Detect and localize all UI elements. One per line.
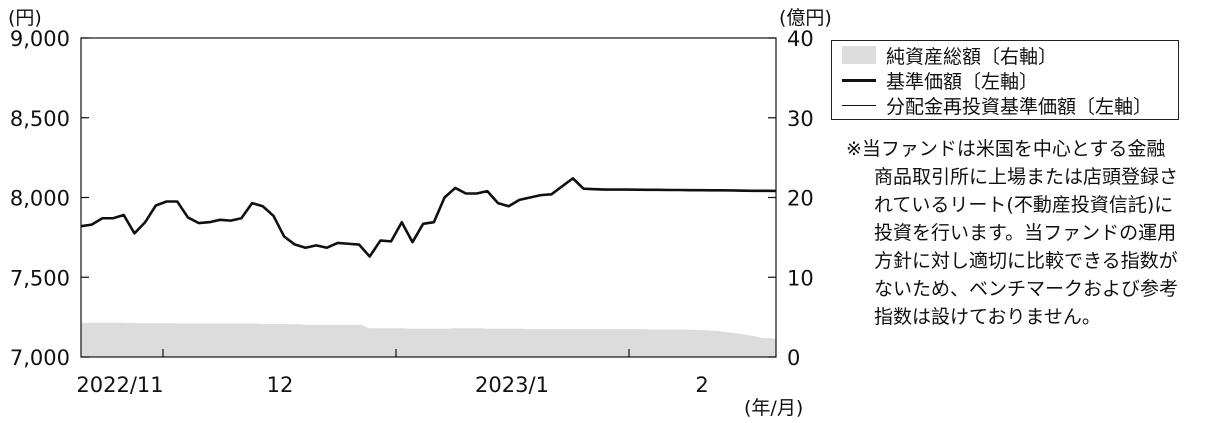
- y-right-tick-label: 10: [787, 266, 814, 290]
- legend-swatch-area: [842, 46, 876, 64]
- legend-item-nav: 基準価額〔左軸〕: [832, 68, 1039, 93]
- x-tick-label: 2022/11: [76, 373, 163, 397]
- legend-swatch-thin-line: [842, 104, 876, 106]
- y-left-tick-label: 7,500: [10, 266, 70, 290]
- legend-label-net-assets: 純資産総額〔右軸〕: [886, 45, 1058, 68]
- footnote-line: ないため、ベンチマークおよび参考: [874, 278, 1179, 300]
- x-tick-label: 2023/1: [475, 373, 549, 397]
- x-tick-label: 2: [695, 373, 708, 397]
- y-left-tick-label: 8,500: [10, 107, 70, 131]
- legend-label-nav: 基準価額〔左軸〕: [886, 70, 1039, 93]
- footnote-line: 投資を行います。当ファンドの運用: [874, 222, 1177, 244]
- legend-item-reinvested-nav: 分配金再投資基準価額〔左軸〕: [832, 93, 1153, 118]
- series-net-assets-area: [81, 322, 776, 357]
- y-left-tick-label: 8,000: [10, 187, 70, 211]
- y-left-unit-label: (円): [8, 7, 42, 29]
- y-left-tick-label: 9,000: [10, 27, 70, 51]
- legend-swatch-thick-line: [842, 78, 876, 82]
- label-layer: 9,000 8,500 8,000 7,500 7,000 40 30 20 10 0 2022/1…: [8, 7, 832, 419]
- plot-frame: [80, 37, 777, 358]
- y-left-tick-label: 7,000: [10, 346, 70, 370]
- series-reinvested-nav-line: [80, 177, 777, 258]
- x-tick-label: 12: [267, 373, 294, 397]
- legend-item-net-assets: 純資産総額〔右軸〕: [832, 43, 1058, 68]
- line-layer: [80, 177, 777, 258]
- y-right-unit-label: (億円): [779, 7, 832, 29]
- footnote-line: れているリート(不動産投資信託)に: [874, 194, 1174, 216]
- footnote-line: ※当ファンドは米国を中心とする金融: [846, 138, 1166, 160]
- legend-label-reinvested-nav: 分配金再投資基準価額〔左軸〕: [886, 95, 1153, 118]
- y-right-tick-label: 30: [787, 107, 814, 131]
- footnote-line: 商品取引所に上場または店頭登録さ: [874, 166, 1179, 188]
- footnote: ※当ファンドは米国を中心とする金融 商品取引所に上場または店頭登録さ れているリ…: [846, 135, 1216, 331]
- x-unit-label: (年/月): [744, 397, 803, 419]
- legend: 純資産総額〔右軸〕 基準価額〔左軸〕 分配金再投資基準価額〔左軸〕: [831, 40, 1179, 120]
- axis-layer: [80, 37, 777, 358]
- y-right-tick-label: 40: [787, 27, 814, 51]
- y-right-tick-label: 0: [787, 346, 800, 370]
- footnote-line: 方針に対し適切に比較できる指数が: [874, 250, 1178, 272]
- y-right-tick-label: 20: [787, 187, 814, 211]
- footnote-line: 指数は設けておりません。: [874, 306, 1101, 328]
- area-layer: [81, 322, 776, 357]
